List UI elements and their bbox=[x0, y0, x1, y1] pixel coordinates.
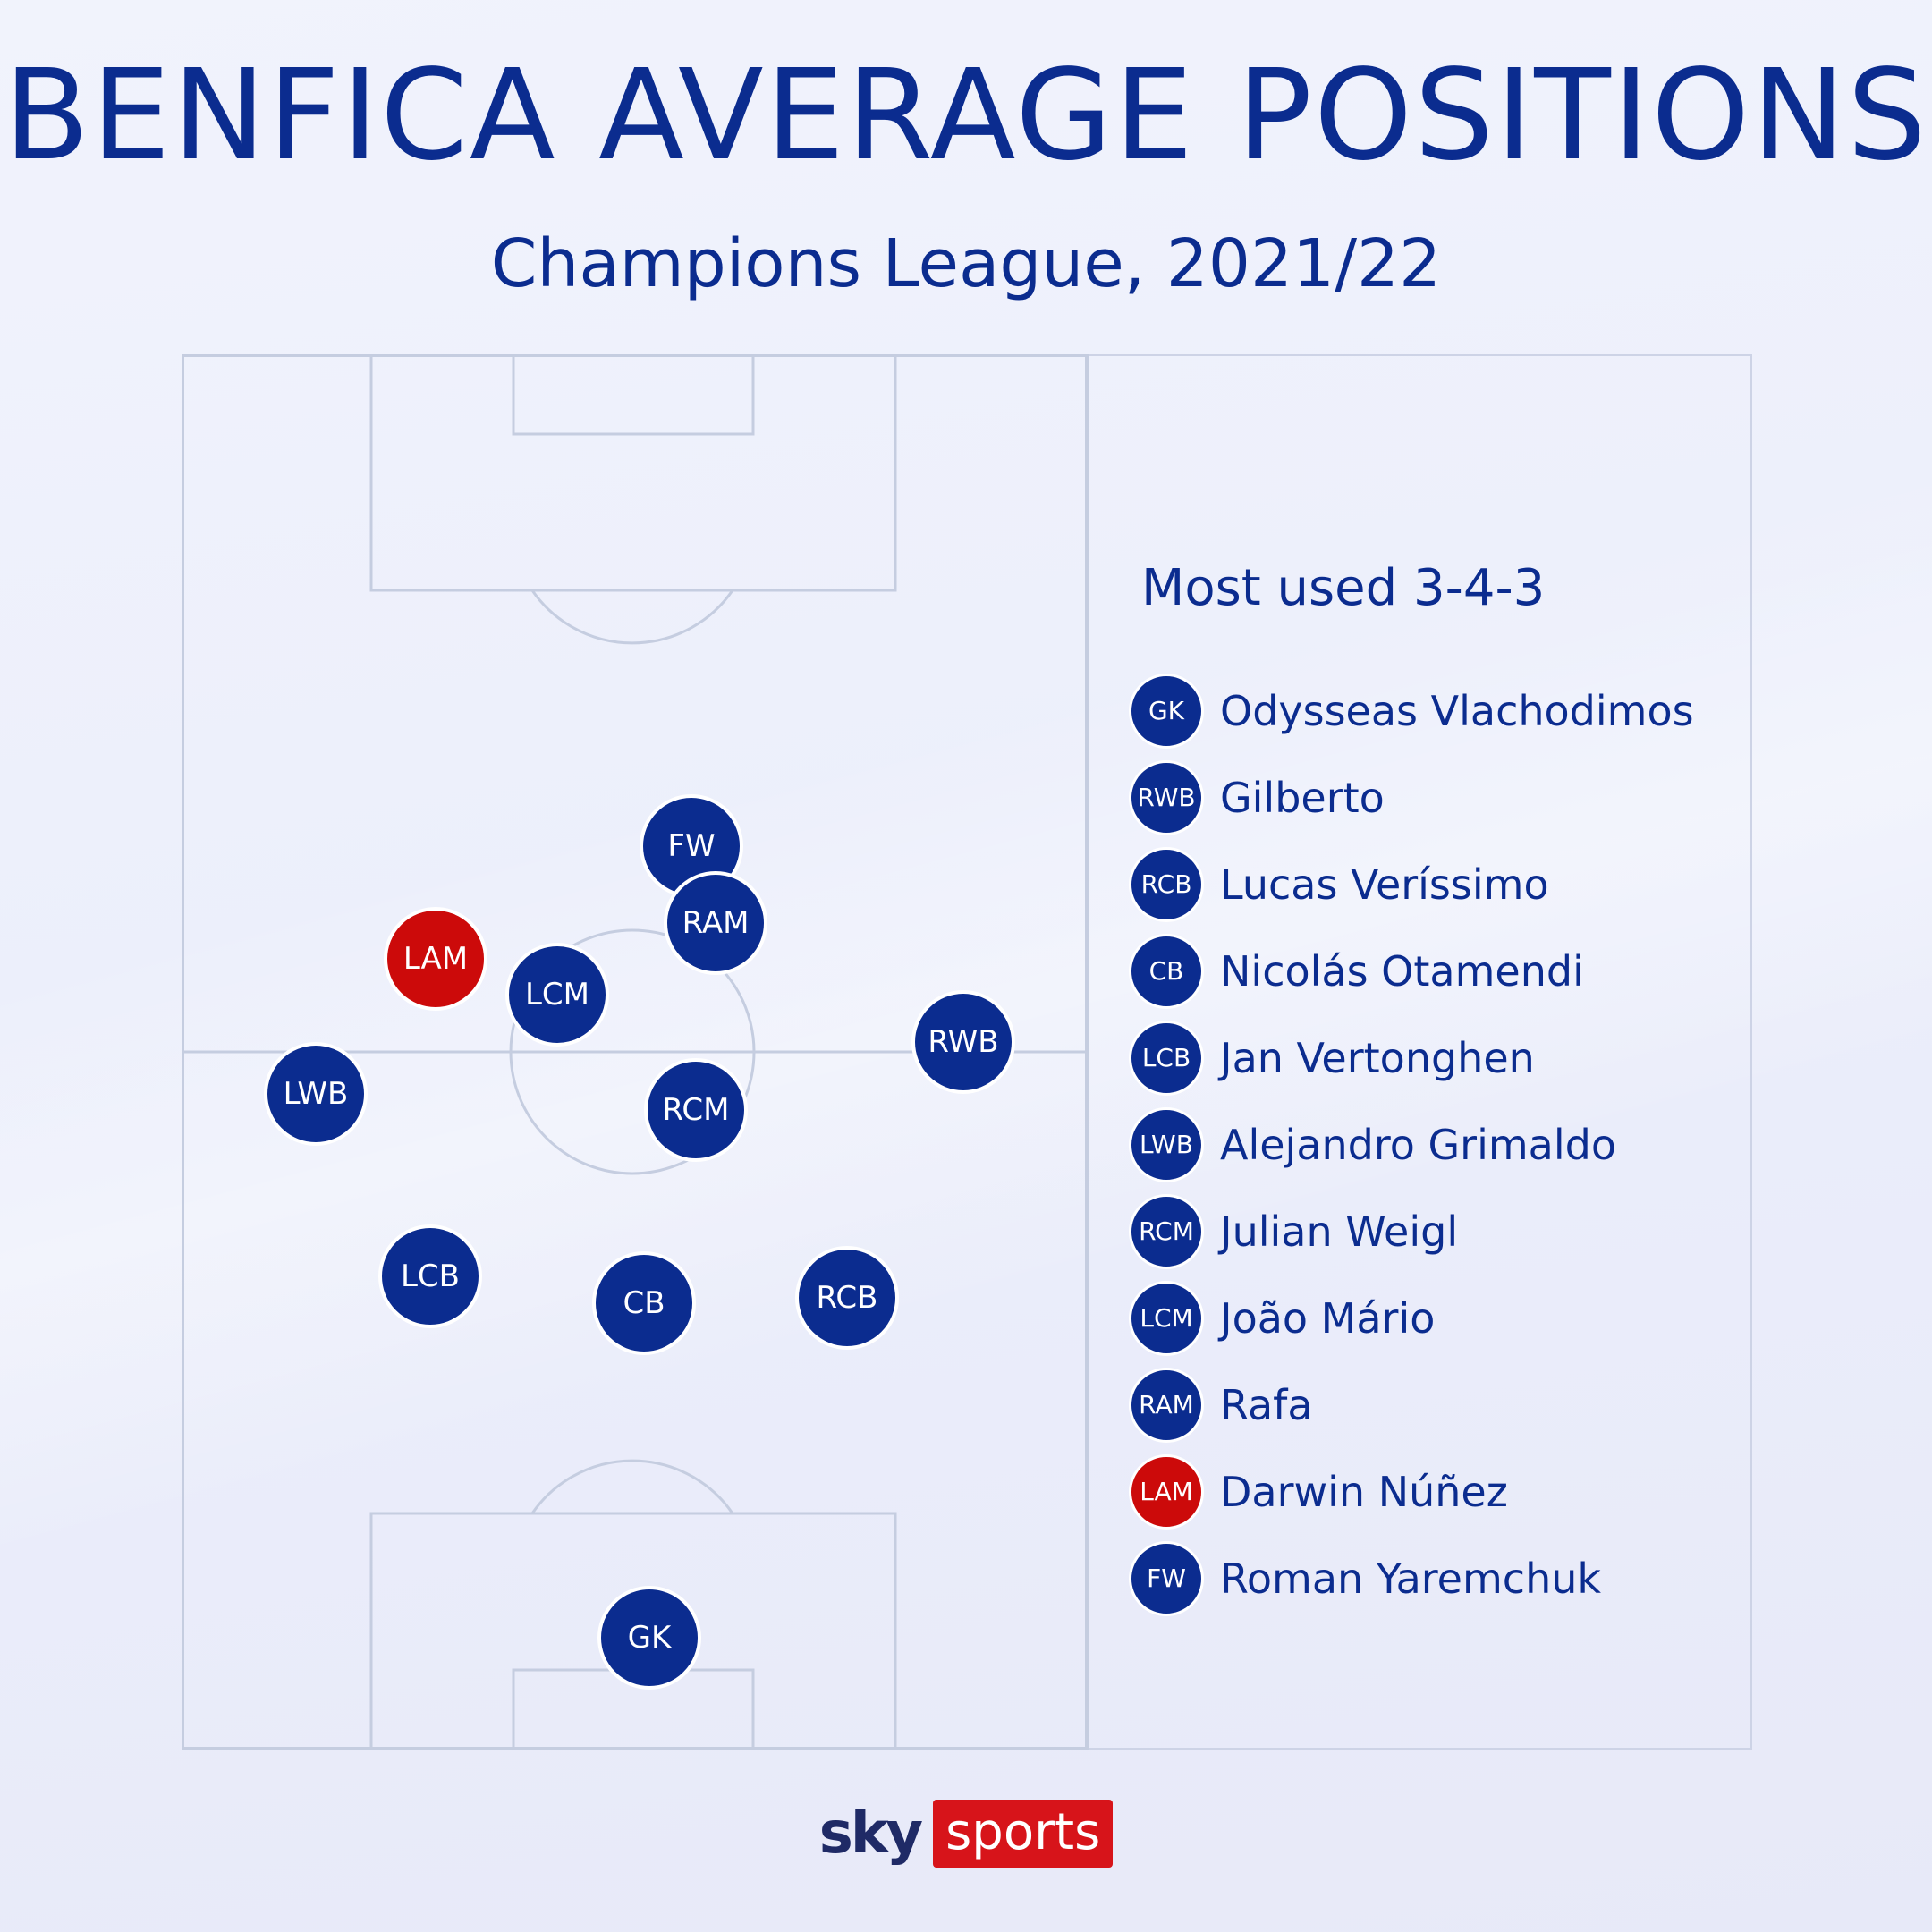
legend-position-badge: LCM bbox=[1129, 1280, 1204, 1356]
legend-position-badge: RAM bbox=[1129, 1367, 1204, 1443]
legend-player-name: Nicolás Otamendi bbox=[1220, 946, 1584, 996]
legend-player-name: Julian Weigl bbox=[1220, 1207, 1459, 1256]
player-marker-lam: LAM bbox=[384, 907, 487, 1011]
legend-list: GK Odysseas Vlachodimos RWB Gilberto RCB Luca… bbox=[1129, 667, 1737, 1622]
page-title: BENFICA AVERAGE POSITIONS bbox=[4, 43, 1928, 189]
legend-position-badge: RWB bbox=[1129, 759, 1204, 835]
player-marker-ram: RAM bbox=[664, 871, 767, 975]
player-marker-rcm: RCM bbox=[644, 1058, 748, 1162]
legend-player-name: Darwin Núñez bbox=[1220, 1467, 1508, 1516]
centre-circle bbox=[509, 928, 756, 1175]
player-marker-gk: GK bbox=[597, 1586, 701, 1690]
player-marker-lcb: LCB bbox=[378, 1224, 482, 1328]
legend-position-badge: RCM bbox=[1129, 1193, 1204, 1269]
sky-sports-logo: sky sports bbox=[0, 1798, 1932, 1869]
legend-position-badge: GK bbox=[1129, 673, 1204, 749]
legend-player-name: Odysseas Vlachodimos bbox=[1220, 686, 1694, 735]
legend-position-badge: FW bbox=[1129, 1540, 1204, 1616]
legend: Most used 3-4-3 GK Odysseas Vlachodimos RW… bbox=[1129, 553, 1737, 1622]
legend-position-badge: LWB bbox=[1129, 1106, 1204, 1182]
pitch: FW RAM LAM LCM RWB LWB RCM LCB CB RCB GK bbox=[182, 354, 1089, 1750]
player-marker-lcm: LCM bbox=[505, 943, 609, 1046]
legend-item: LCB Jan Vertonghen bbox=[1129, 1014, 1737, 1101]
legend-player-name: Rafa bbox=[1220, 1380, 1313, 1429]
legend-item: LWB Alejandro Grimaldo bbox=[1129, 1101, 1737, 1188]
legend-item: RCB Lucas Veríssimo bbox=[1129, 841, 1737, 928]
top-six-yard-box bbox=[512, 354, 755, 436]
legend-item: GK Odysseas Vlachodimos bbox=[1129, 667, 1737, 754]
legend-position-badge: RCB bbox=[1129, 846, 1204, 922]
legend-position-badge: CB bbox=[1129, 933, 1204, 1009]
top-penalty-box bbox=[369, 354, 897, 592]
legend-item: FW Roman Yaremchuk bbox=[1129, 1535, 1737, 1622]
legend-player-name: Alejandro Grimaldo bbox=[1220, 1120, 1616, 1169]
player-marker-rwb: RWB bbox=[911, 990, 1015, 1094]
player-marker-cb: CB bbox=[592, 1251, 696, 1355]
bottom-penalty-arc bbox=[530, 1459, 734, 1514]
logo-sky-text: sky bbox=[818, 1801, 923, 1867]
legend-item: RAM Rafa bbox=[1129, 1361, 1737, 1448]
legend-player-name: Jan Vertonghen bbox=[1220, 1033, 1535, 1082]
player-marker-rcb: RCB bbox=[795, 1246, 899, 1350]
legend-item: RWB Gilberto bbox=[1129, 754, 1737, 841]
legend-player-name: Roman Yaremchuk bbox=[1220, 1554, 1602, 1603]
legend-item: CB Nicolás Otamendi bbox=[1129, 928, 1737, 1014]
legend-player-name: Lucas Veríssimo bbox=[1220, 860, 1549, 909]
player-marker-lwb: LWB bbox=[264, 1042, 368, 1146]
legend-item: LCM João Mário bbox=[1129, 1275, 1737, 1361]
legend-player-name: Gilberto bbox=[1220, 773, 1385, 822]
legend-item: LAM Darwin Núñez bbox=[1129, 1448, 1737, 1535]
bottom-penalty-box bbox=[369, 1512, 897, 1750]
legend-title: Most used 3-4-3 bbox=[1141, 559, 1546, 617]
page-subtitle: Champions League, 2021/22 bbox=[490, 225, 1442, 302]
legend-position-badge: LAM bbox=[1129, 1453, 1204, 1530]
top-penalty-arc bbox=[530, 589, 734, 645]
legend-player-name: João Mário bbox=[1220, 1293, 1436, 1343]
logo-sports-text: sports bbox=[933, 1800, 1114, 1868]
legend-item: RCM Julian Weigl bbox=[1129, 1188, 1737, 1275]
legend-position-badge: LCB bbox=[1129, 1020, 1204, 1096]
